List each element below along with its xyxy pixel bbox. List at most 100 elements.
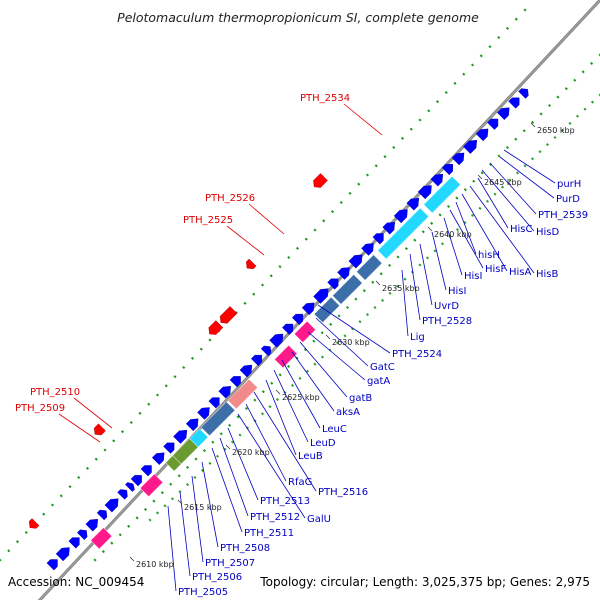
gene-block — [200, 401, 236, 437]
leader-line — [477, 177, 509, 229]
guide-dot — [374, 164, 378, 168]
guide-dot — [15, 540, 20, 544]
forward-gene — [239, 364, 253, 378]
guide-dot — [295, 356, 299, 360]
guide-dot — [312, 339, 316, 343]
reverse-gene — [219, 306, 238, 324]
guide-dot — [418, 263, 422, 267]
guide-dot — [322, 219, 326, 223]
guide-dot — [268, 405, 272, 409]
leader-line — [227, 427, 259, 501]
guide-dot — [446, 204, 451, 209]
guide-dot — [523, 8, 527, 12]
guide-dot — [313, 228, 317, 232]
gene-label: GalU — [307, 514, 331, 525]
forward-gene — [208, 397, 220, 409]
guide-dot — [433, 249, 437, 253]
guide-dot — [388, 291, 392, 295]
forward-gene — [55, 547, 70, 562]
forward-gene — [313, 288, 329, 304]
guide-dot — [169, 482, 173, 486]
guide-dot — [219, 432, 223, 436]
guide-dot — [590, 61, 594, 65]
guide-dot — [236, 415, 240, 419]
forward-gene — [104, 498, 119, 513]
gene-block — [189, 428, 209, 448]
footer: Accession: NC_009454 Topology: circular;… — [8, 575, 590, 589]
guide-dot — [489, 162, 493, 166]
gene-label: gatB — [349, 393, 372, 404]
guide-dot — [93, 558, 97, 562]
guide-dot — [383, 155, 387, 159]
guide-dot — [396, 255, 400, 259]
forward-gene — [487, 118, 499, 130]
leader-line — [489, 162, 537, 215]
guide-dot — [485, 199, 490, 203]
forward-gene — [197, 407, 210, 420]
guide-dot — [68, 485, 72, 489]
guide-dot — [77, 475, 81, 480]
forward-gene — [430, 173, 444, 187]
forward-gene — [291, 313, 304, 326]
gene-label: HisD — [536, 227, 560, 238]
guide-dot — [120, 430, 125, 434]
gene-label: Lig — [410, 332, 425, 343]
kbp-label: 2645 kbp — [484, 178, 522, 187]
kbp-tick — [375, 280, 381, 286]
gene-label: PTH_2507 — [205, 558, 255, 569]
guide-dot — [170, 497, 175, 501]
gene-label: HisC — [510, 224, 533, 235]
gene-label: hisH — [478, 250, 500, 261]
guide-dot — [313, 362, 317, 366]
guide-dot — [480, 171, 484, 175]
forward-gene — [441, 164, 453, 176]
gene-label: aksA — [336, 407, 360, 418]
forward-gene — [518, 88, 529, 99]
forward-gene — [140, 465, 152, 477]
guide-dot — [303, 348, 307, 352]
guide-dot — [238, 433, 242, 437]
guide-dot — [343, 334, 347, 338]
leader-line — [291, 351, 335, 412]
guide-dot — [177, 474, 181, 478]
gene-label: PTH_2525 — [183, 215, 233, 226]
forward-gene — [117, 489, 128, 500]
guide-dot — [298, 376, 302, 380]
kbp-label: 2615 kbp — [184, 503, 222, 512]
leader-line — [461, 193, 508, 272]
guide-dot — [278, 265, 282, 269]
guide-dot — [427, 109, 431, 113]
guide-dot — [354, 297, 358, 301]
guide-dot — [547, 103, 552, 108]
guide-dot — [350, 327, 355, 331]
guide-dot — [357, 182, 361, 186]
forward-gene — [269, 333, 284, 348]
guide-dot — [143, 507, 148, 512]
kbp-label: 2635 kbp — [382, 284, 420, 293]
gene-label: HisB — [536, 269, 559, 280]
forward-gene — [85, 518, 98, 532]
guide-dot — [190, 356, 195, 360]
guide-dot — [380, 298, 385, 302]
guide-dot — [155, 393, 160, 397]
leader-line — [469, 185, 535, 274]
guide-dot — [488, 45, 492, 49]
guide-dot — [348, 191, 352, 195]
guide-dot — [404, 247, 408, 251]
guide-dot — [193, 475, 197, 480]
leader-line — [449, 209, 484, 269]
guide-dot — [320, 355, 325, 359]
guide-dot — [164, 384, 168, 388]
guide-dot — [94, 457, 98, 461]
guide-dot — [358, 320, 362, 324]
leader-line — [481, 169, 535, 232]
guide-dot — [479, 54, 483, 58]
guide-dot — [269, 274, 273, 278]
gene-block — [90, 527, 113, 550]
gene-label: PTH_2526 — [205, 193, 255, 204]
forward-gene — [337, 267, 350, 280]
guide-dot — [523, 164, 527, 168]
guide-dot — [556, 95, 560, 99]
reverse-gene — [313, 173, 328, 188]
